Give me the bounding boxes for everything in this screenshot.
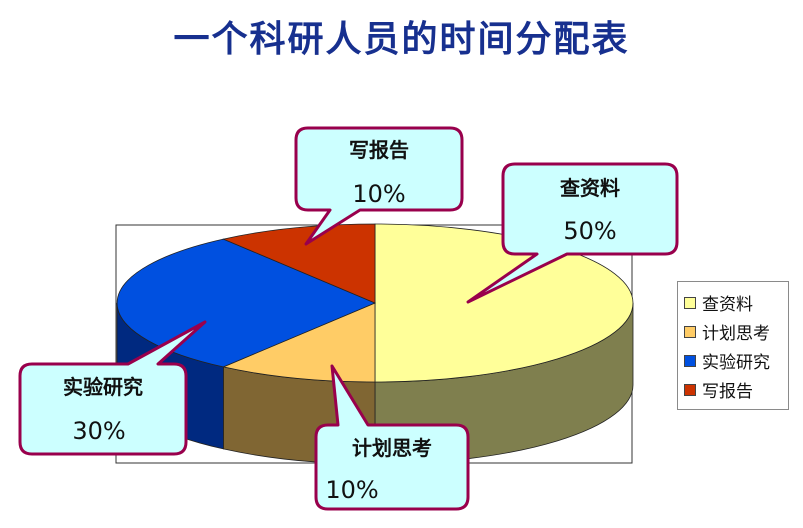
legend-item: 查资料 bbox=[684, 288, 788, 317]
pie-tops bbox=[116, 223, 634, 383]
legend: 查资料计划思考实验研究写报告 bbox=[677, 281, 789, 410]
callouts: 写报告 10% 查资料 50% 实验研究 30% 计划思考 10% bbox=[18, 126, 679, 511]
legend-swatch bbox=[684, 354, 696, 367]
callout-label-2: 实验研究 bbox=[63, 375, 143, 399]
legend-swatch bbox=[684, 296, 696, 309]
callout-bubble-1 bbox=[314, 364, 470, 511]
legend-label: 计划思考 bbox=[702, 324, 770, 344]
legend-label: 查资料 bbox=[702, 295, 753, 315]
legend-swatch bbox=[684, 383, 696, 396]
pie-slice-1 bbox=[222, 302, 376, 383]
callout-value-1: 10% bbox=[325, 476, 378, 504]
callout-value-3: 10% bbox=[352, 180, 405, 208]
callout-label-3: 写报告 bbox=[349, 138, 409, 162]
pie-slice-3 bbox=[222, 223, 376, 304]
legend-item: 计划思考 bbox=[684, 317, 788, 346]
callout-bubble-0 bbox=[466, 162, 679, 304]
legend-swatch bbox=[684, 325, 696, 338]
callout-bubble-3 bbox=[294, 126, 464, 246]
legend-item: 实验研究 bbox=[684, 346, 788, 375]
callout-value-2: 30% bbox=[72, 417, 125, 445]
callout-label-0: 查资料 bbox=[560, 176, 620, 200]
legend-label: 写报告 bbox=[702, 382, 753, 402]
chart-title: 一个科研人员的时间分配表 bbox=[173, 18, 630, 60]
legend-label: 实验研究 bbox=[702, 353, 770, 373]
callout-bubble-2 bbox=[18, 320, 207, 456]
callout-label-1: 计划思考 bbox=[352, 436, 432, 460]
callout-value-0: 50% bbox=[563, 217, 616, 245]
legend-item: 写报告 bbox=[684, 375, 788, 404]
pie-slice-0 bbox=[374, 223, 634, 383]
